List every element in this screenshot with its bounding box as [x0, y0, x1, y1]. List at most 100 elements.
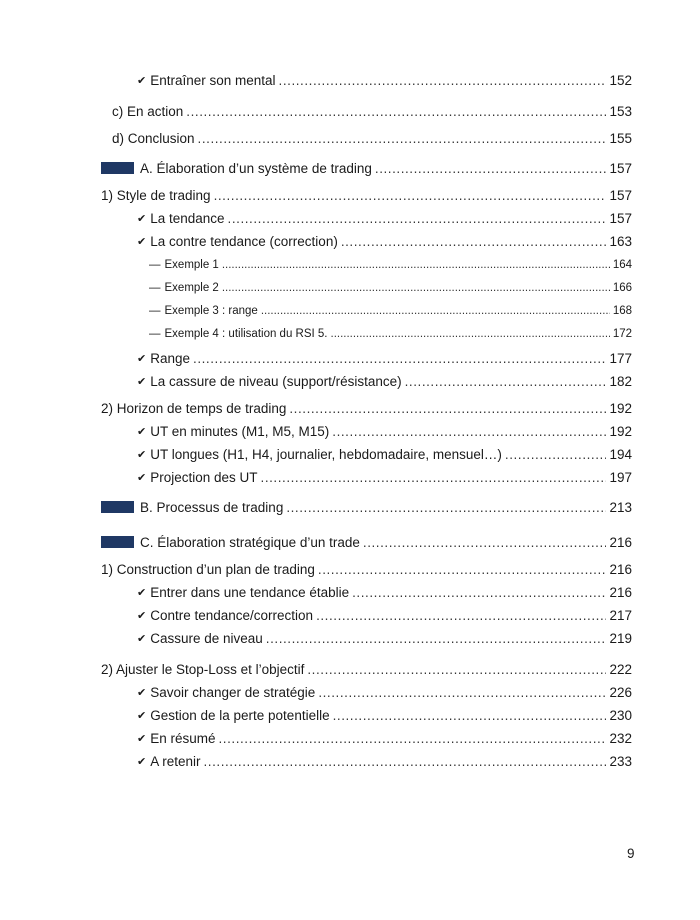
toc-entry[interactable]: ✔Projection des UT 197	[137, 467, 632, 487]
checkmark-icon: ✔	[137, 755, 147, 768]
toc-entry-title: La contre tendance (correction)	[150, 233, 338, 249]
toc-entry[interactable]: ✔La contre tendance (correction) 163	[137, 231, 632, 251]
toc-entry[interactable]: c) En action 153	[112, 101, 632, 121]
toc-entry-title: UT longues (H1, H4, journalier, hebdomad…	[150, 446, 502, 462]
checkmark-icon: ✔	[137, 609, 147, 622]
toc-entry-page: 226	[609, 684, 632, 700]
dot-leader	[341, 234, 607, 249]
toc-entry-page: 166	[612, 282, 632, 294]
toc-entry-page: 172	[612, 328, 632, 340]
checkmark-icon: ✔	[137, 375, 147, 388]
toc-entry[interactable]: ✔A retenir 233	[137, 751, 632, 771]
toc-entry[interactable]: 2) Ajuster le Stop-Loss et l’objectif 222	[101, 659, 632, 679]
toc-entry-page: 213	[609, 499, 632, 515]
toc-entry-page: 164	[612, 259, 632, 271]
toc-entry-page: 157	[609, 160, 632, 176]
toc-entry[interactable]: —Exemple 3 : range 168	[149, 301, 632, 321]
checkmark-icon: ✔	[137, 448, 147, 461]
dot-leader	[289, 401, 606, 416]
toc-entry-title: La cassure de niveau (support/résistance…	[150, 373, 402, 389]
toc-entry-page: 192	[609, 423, 632, 439]
toc-entry-title: c) En action	[112, 103, 184, 119]
dot-leader	[363, 535, 607, 550]
toc-entry-title: Entraîner son mental	[150, 72, 276, 88]
toc-entry-page: 233	[609, 753, 632, 769]
toc-entry[interactable]: ✔ La cassure de niveau (support/résistanc…	[137, 371, 632, 391]
toc-entry[interactable]: 2) Horizon de temps de trading 192	[101, 398, 632, 418]
dot-leader	[286, 500, 606, 515]
toc-entry[interactable]: ✔Contre tendance/correction 217	[137, 605, 632, 625]
toc-entry[interactable]: ✔Range 177	[137, 348, 632, 368]
toc-entry-page: 194	[609, 446, 632, 462]
toc-entry-page: 216	[609, 561, 632, 577]
dot-leader	[333, 708, 607, 723]
toc-entry-title: Projection des UT	[150, 469, 258, 485]
toc-entry[interactable]: ✔UT en minutes (M1, M5, M15) 192	[137, 421, 632, 441]
toc-entry-page: 217	[609, 607, 632, 623]
toc-entry-title: Exemple 2	[164, 282, 219, 294]
toc-entry-page: 232	[609, 730, 632, 746]
checkmark-icon: ✔	[137, 732, 147, 745]
toc-entry-page: 157	[609, 187, 632, 203]
dash-bullet: —	[149, 305, 161, 317]
toc-entry[interactable]: ✔Cassure de niveau 219	[137, 628, 632, 648]
dot-leader	[261, 470, 607, 485]
toc-entry-page: 222	[609, 661, 632, 677]
toc-entry[interactable]: 1) Construction d’un plan de trading 216	[101, 559, 632, 579]
dot-leader	[318, 685, 606, 700]
dot-leader	[279, 73, 607, 88]
toc-entry-page: 219	[609, 630, 632, 646]
toc-entry-title: A retenir	[150, 753, 201, 769]
toc-entry[interactable]: d) Conclusion 155	[112, 128, 632, 148]
checkmark-icon: ✔	[137, 471, 147, 484]
toc-entry-title: En résumé	[150, 730, 216, 746]
toc-entry-page: 157	[609, 210, 632, 226]
toc-entry[interactable]: ✔Entraîner son mental 152	[137, 70, 632, 90]
checkmark-icon: ✔	[137, 235, 147, 248]
toc-entry-title: C. Élaboration stratégique d’un trade	[140, 534, 360, 550]
dot-leader	[219, 731, 607, 746]
toc-entry[interactable]: ✔Gestion de la perte potentielle 230	[137, 705, 632, 725]
dot-leader	[307, 662, 606, 677]
dot-leader	[318, 562, 607, 577]
toc-entry[interactable]: ✔Entrer dans une tendance établie 216	[137, 582, 632, 602]
toc-entry-page: 182	[609, 373, 632, 389]
toc-entry[interactable]: 1) Style de trading 157	[101, 185, 632, 205]
toc-entry[interactable]: C. Élaboration stratégique d’un trade 216	[101, 532, 632, 552]
toc-entry[interactable]: A. Élaboration d’un système de trading 15…	[101, 158, 632, 178]
toc-entry-title: Savoir changer de stratégie	[150, 684, 316, 700]
dot-leader	[198, 131, 607, 146]
toc-entry[interactable]: ✔En résumé 232	[137, 728, 632, 748]
toc-entry-title: Entrer dans une tendance établie	[150, 584, 350, 600]
toc-entry-title: 1) Construction d’un plan de trading	[101, 561, 315, 577]
toc-entry-title: Exemple 3 : range	[164, 305, 258, 317]
toc-entry-title: Gestion de la perte potentielle	[150, 707, 330, 723]
toc-entry-title: Cassure de niveau	[150, 630, 263, 646]
toc-entry-title: Contre tendance/correction	[150, 607, 314, 623]
toc-entry[interactable]: ✔La tendance 157	[137, 208, 632, 228]
toc-entry[interactable]: ✔Savoir changer de stratégie 226	[137, 682, 632, 702]
toc-entry-page: 230	[609, 707, 632, 723]
dot-leader	[505, 447, 607, 462]
toc-entry-page: 216	[609, 584, 632, 600]
dot-leader	[222, 259, 610, 271]
section-marker	[101, 501, 134, 513]
toc-entry[interactable]: —Exemple 1 164	[149, 255, 632, 275]
checkmark-icon: ✔	[137, 632, 147, 645]
toc-entry[interactable]: —Exemple 4 : utilisation du RSI 5. 172	[149, 324, 632, 344]
dot-leader	[316, 608, 606, 623]
toc-entry-page: 163	[609, 233, 632, 249]
toc-entry-title: Range	[150, 350, 191, 366]
dot-leader	[204, 754, 607, 769]
section-marker	[101, 536, 134, 548]
toc-entry-page: 177	[609, 350, 632, 366]
section-marker	[101, 162, 134, 174]
dot-leader	[214, 188, 607, 203]
dot-leader	[193, 351, 606, 366]
checkmark-icon: ✔	[137, 212, 147, 225]
dot-leader	[222, 282, 610, 294]
toc-entry[interactable]: B. Processus de trading 213	[101, 497, 632, 517]
toc-entry[interactable]: ✔ UT longues (H1, H4, journalier, hebdoma…	[137, 444, 632, 464]
dash-bullet: —	[149, 328, 161, 340]
toc-entry[interactable]: —Exemple 2 166	[149, 278, 632, 298]
